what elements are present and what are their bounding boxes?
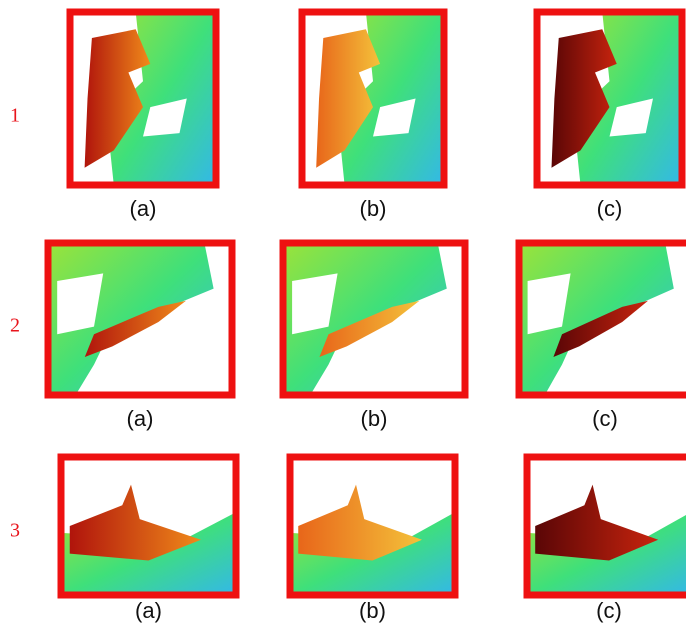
image-panel [290, 457, 455, 595]
panel-image [302, 12, 444, 185]
image-panel [61, 457, 236, 595]
image-panel [527, 457, 686, 595]
panel-caption: (c) [596, 598, 622, 623]
image-panel [70, 12, 216, 185]
panel-image [527, 457, 686, 595]
panel-caption: (b) [359, 598, 386, 623]
panel-caption: (a) [135, 598, 162, 623]
row-label: 2 [10, 315, 20, 337]
panel-image [48, 243, 232, 395]
panel-image [519, 243, 686, 395]
image-panel [302, 12, 444, 185]
image-panel [283, 243, 465, 395]
image-panel [519, 243, 686, 395]
panel-caption: (c) [597, 196, 623, 221]
panel-image [283, 243, 465, 395]
panel-caption: (a) [130, 196, 157, 221]
panel-caption: (a) [127, 406, 154, 431]
panel-image [290, 457, 455, 595]
panel-caption: (c) [592, 406, 618, 431]
figure: 1 (a) (b) (c) 2 (a) (b) (c) 3 (a) (b) (c) [0, 0, 686, 625]
panel-image [537, 12, 682, 185]
panel-caption: (b) [361, 406, 388, 431]
panel-caption: (b) [360, 196, 387, 221]
row-label: 3 [10, 520, 20, 542]
image-panel [537, 12, 682, 185]
image-panel [48, 243, 232, 395]
panel-image [61, 457, 236, 595]
row-label: 1 [10, 105, 20, 127]
panel-image [70, 12, 216, 185]
